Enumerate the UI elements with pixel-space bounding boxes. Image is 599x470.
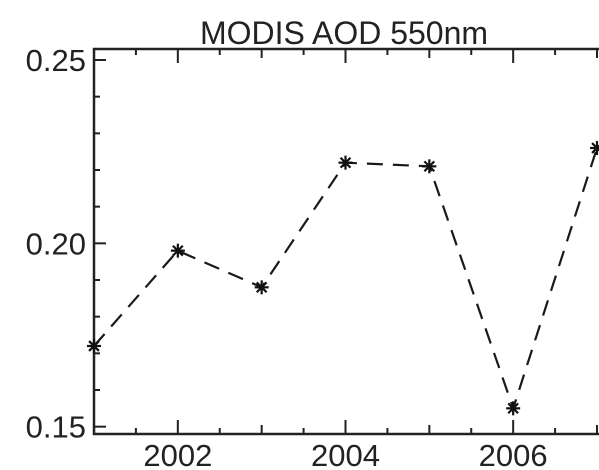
y-tick-label: 0.20 xyxy=(26,226,86,261)
series-line xyxy=(93,147,599,412)
x-tick-label: 2004 xyxy=(311,438,380,470)
data-point-marker xyxy=(254,280,269,295)
plot-frame xyxy=(92,47,599,436)
y-tick-label: 0.25 xyxy=(26,43,86,78)
x-axis: 2002 2004 2006 xyxy=(93,49,598,470)
x-tick-label: 2006 xyxy=(479,438,548,470)
data-point-marker xyxy=(87,339,101,353)
data-point-marker xyxy=(506,401,521,416)
chart-title: MODIS AOD 550nm xyxy=(200,15,488,51)
data-point-marker xyxy=(338,155,353,170)
data-point-marker xyxy=(422,159,437,174)
data-point-marker xyxy=(590,141,599,155)
y-tick-label: 0.15 xyxy=(26,410,86,445)
data-point-marker xyxy=(170,243,185,258)
y-axis: 0.15 0.20 0.25 xyxy=(26,43,106,445)
x-tick-label: 2002 xyxy=(143,438,212,470)
series-markers xyxy=(87,141,599,416)
